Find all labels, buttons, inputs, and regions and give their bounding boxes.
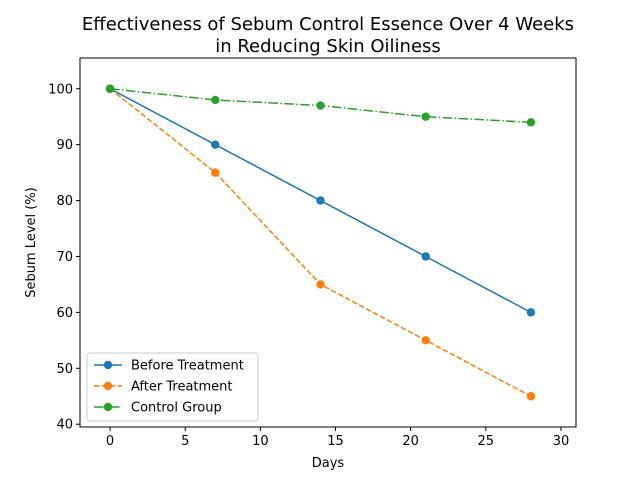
data-point: [526, 392, 536, 401]
x-tick-label: 20: [402, 434, 419, 449]
chart-title-line-2: in Reducing Skin Oiliness: [215, 36, 441, 57]
legend-swatch-marker: [103, 360, 113, 370]
x-tick-label: 0: [106, 434, 114, 449]
legend-box: [86, 352, 259, 422]
x-tick-label: 30: [553, 434, 570, 449]
legend-entry-label: Control Group: [131, 401, 222, 416]
legend-swatch-marker: [103, 381, 113, 391]
data-point: [526, 308, 536, 317]
x-tick-label: 5: [181, 434, 189, 449]
legend: Before Treatment After Treatment Control G…: [86, 352, 259, 422]
y-tick-label: 80: [56, 194, 73, 209]
y-tick-label: 40: [56, 418, 73, 433]
data-point: [526, 118, 536, 127]
legend-entry-label: Before Treatment: [131, 359, 244, 374]
x-tick-label: 10: [252, 434, 269, 449]
legend-entry-label: After Treatment: [131, 380, 233, 395]
y-tick-label: 100: [48, 82, 73, 97]
legend-swatch-marker: [103, 402, 113, 412]
x-tick-label: 25: [478, 434, 495, 449]
data-point: [316, 196, 325, 205]
data-point: [211, 140, 220, 149]
y-tick-label: 70: [56, 250, 73, 265]
y-tick-label: 60: [56, 306, 73, 321]
data-point: [421, 112, 430, 121]
x-axis-label: Days: [312, 456, 345, 471]
axes-frame: [79, 57, 577, 428]
data-point: [211, 95, 220, 105]
y-tick-label: 50: [56, 362, 73, 377]
plot-area: [105, 84, 536, 401]
axis-ticks: 0 5 10 15 20 25 30 40 50 60 70 80 90 100: [48, 82, 569, 449]
data-point: [105, 84, 115, 93]
data-point: [316, 101, 325, 110]
data-point: [211, 168, 220, 177]
data-point: [421, 252, 430, 261]
y-tick-label: 90: [56, 138, 73, 153]
y-axis-label: Sebum Level (%): [24, 187, 39, 297]
chart-title-line-1: Effectiveness of Sebum Control Essence O…: [82, 14, 574, 35]
x-tick-label: 15: [327, 434, 344, 449]
data-point: [316, 280, 325, 289]
data-point: [421, 336, 430, 345]
